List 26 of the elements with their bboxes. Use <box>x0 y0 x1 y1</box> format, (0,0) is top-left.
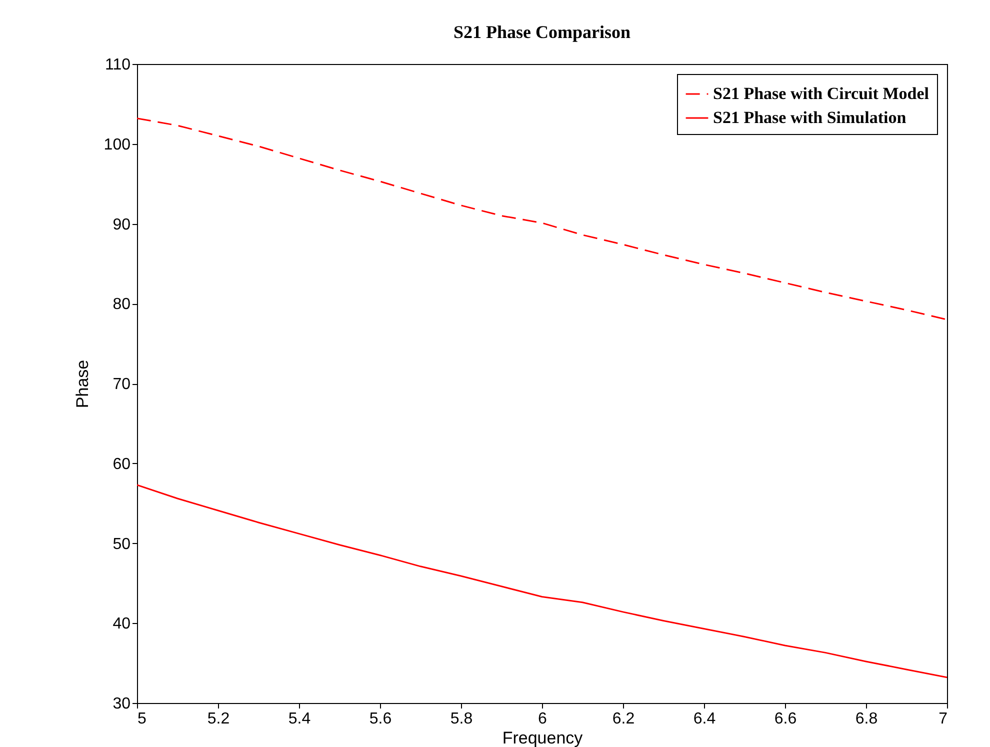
x-tick-label: 6.2 <box>612 710 635 728</box>
x-tick-label: 5 <box>138 710 146 728</box>
y-tick-label: 80 <box>112 296 131 314</box>
y-tick-label: 110 <box>104 56 131 74</box>
legend-label: S21 Phase with Circuit Model <box>713 84 930 103</box>
y-tick-label: 40 <box>112 616 131 633</box>
x-tick-label: 5.8 <box>450 710 473 728</box>
x-tick-label: 7 <box>938 710 948 728</box>
y-tick-label: 90 <box>112 216 131 234</box>
y-tick-label: 100 <box>104 136 131 154</box>
legend-label: S21 Phase with Simulation <box>713 108 907 127</box>
line-series <box>137 484 947 678</box>
x-tick-label: 6.6 <box>774 710 797 728</box>
y-tick-label: 60 <box>112 456 131 473</box>
x-tick-label: 6 <box>538 710 548 728</box>
y-tick-label: 30 <box>112 696 131 712</box>
y-tick-label: 70 <box>112 376 131 393</box>
x-tick-label: 5.2 <box>207 710 230 728</box>
x-axis-title: Frequency <box>502 728 584 747</box>
x-tick-label: 6.4 <box>693 710 716 728</box>
y-tick-label: 50 <box>112 536 131 553</box>
x-tick-label: 5.6 <box>369 710 392 728</box>
chart-title: S21 Phase Comparison <box>453 22 631 42</box>
y-axis-title: Phase <box>72 360 92 408</box>
x-tick-label: 5.4 <box>288 710 311 728</box>
x-tick-label: 6.8 <box>855 710 878 728</box>
